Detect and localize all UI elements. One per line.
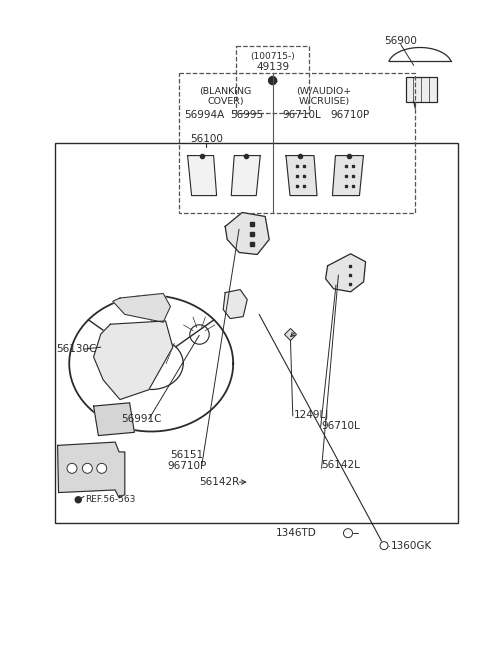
Text: 96710P: 96710P (167, 461, 206, 472)
Circle shape (271, 79, 275, 83)
Polygon shape (94, 321, 173, 400)
Text: (BLANKING: (BLANKING (200, 87, 252, 96)
Text: 56994A: 56994A (184, 109, 224, 120)
Text: 1346TD: 1346TD (276, 528, 317, 538)
Polygon shape (333, 156, 363, 196)
Text: 56142L: 56142L (322, 460, 360, 470)
Circle shape (97, 463, 107, 474)
Circle shape (83, 463, 92, 474)
Polygon shape (113, 293, 170, 322)
Text: 96710L: 96710L (282, 109, 321, 120)
Circle shape (75, 496, 81, 503)
Text: 56151: 56151 (170, 450, 204, 460)
Text: 56100: 56100 (190, 134, 223, 144)
Bar (55, 143, 458, 523)
Bar (406, 77, 437, 102)
Bar (236, 46, 309, 113)
Text: 96710P: 96710P (331, 109, 370, 120)
Polygon shape (325, 253, 366, 291)
Text: 49139: 49139 (256, 62, 289, 72)
Text: 1249LJ: 1249LJ (294, 409, 329, 420)
Polygon shape (286, 156, 317, 196)
Text: 56130C: 56130C (57, 344, 97, 354)
Text: 96710L: 96710L (322, 421, 360, 431)
Text: COVER): COVER) (207, 97, 244, 106)
Polygon shape (225, 212, 269, 255)
Text: W/CRUISE): W/CRUISE) (299, 97, 349, 106)
Text: REF.56-563: REF.56-563 (85, 495, 135, 504)
Circle shape (344, 529, 352, 538)
Text: 56142R: 56142R (199, 477, 240, 487)
Polygon shape (188, 156, 216, 196)
Text: 1360GK: 1360GK (391, 540, 432, 551)
Bar (179, 73, 415, 213)
Polygon shape (223, 290, 247, 318)
Polygon shape (231, 156, 260, 196)
Text: 56995: 56995 (230, 109, 264, 120)
Circle shape (269, 77, 276, 84)
Circle shape (380, 542, 388, 550)
Text: 56991C: 56991C (121, 414, 161, 424)
Circle shape (67, 463, 77, 474)
Polygon shape (94, 403, 134, 436)
Text: (W/AUDIO+: (W/AUDIO+ (296, 87, 352, 96)
Text: (100715-): (100715-) (250, 52, 295, 61)
Polygon shape (58, 442, 125, 498)
Text: 56900: 56900 (384, 35, 417, 46)
